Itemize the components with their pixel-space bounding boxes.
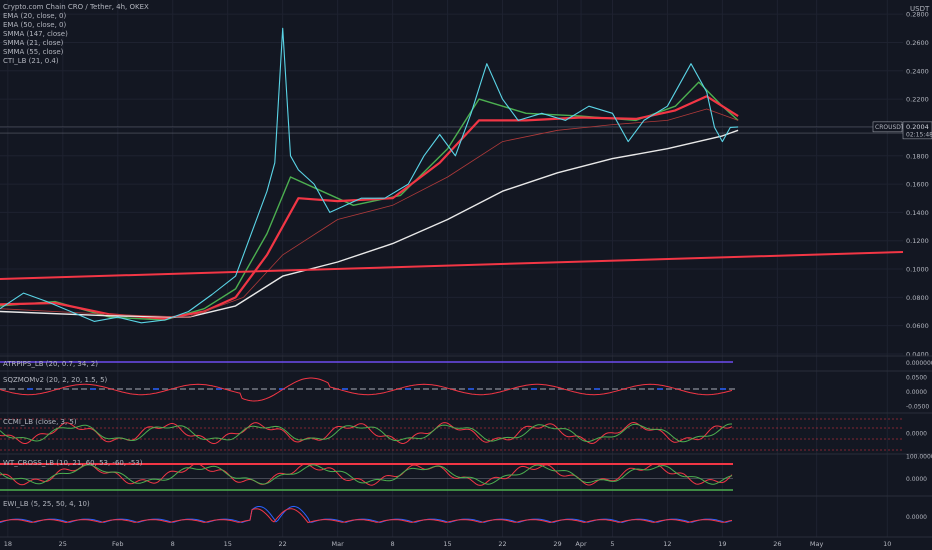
- pane-tick-label: 0.0000: [906, 389, 927, 396]
- pane-tick-label: 0.0500: [906, 375, 927, 382]
- series-line: [0, 251, 904, 280]
- indicator-panes: 0.000000 0.0500 0.0000 -0.0500 0.0000 100.000…: [0, 355, 932, 524]
- last-price-tag: [902, 121, 932, 140]
- y-tick-label: 0.2600: [906, 39, 929, 47]
- y-tick-label: 0.2400: [906, 67, 929, 75]
- x-tick-label: 22: [498, 540, 506, 548]
- chart-title: Crypto.com Chain CRO / Tether, 4h, OKEX: [3, 3, 149, 11]
- y-tick-label: 0.1000: [906, 266, 929, 274]
- x-tick-label: Mar: [332, 540, 345, 548]
- last-price: 0.2004: [906, 123, 929, 131]
- series-line: [0, 95, 739, 320]
- series-line: [0, 27, 739, 324]
- y-tick-label: 0.0400: [906, 351, 929, 359]
- y-tick-label: 0.1600: [906, 181, 929, 189]
- time-axis: 18 25 Feb 8 15 22 Mar 8 15 22 29 Apr 5 12 19 26 May 10: [0, 536, 932, 548]
- x-tick-label: Apr: [575, 540, 587, 548]
- y-tick-label: 0.1200: [906, 237, 929, 245]
- legend-item[interactable]: SMMA (55, close): [3, 48, 64, 56]
- legend-item[interactable]: CTI_LB (21, 0.4): [3, 57, 59, 65]
- x-tick-label: 19: [718, 540, 726, 548]
- ewi-pane-title: EWI_LB (5, 25, 50, 4, 10): [3, 500, 90, 508]
- pane-tick-label: 0.0000: [906, 431, 927, 438]
- x-tick-label: 15: [443, 540, 451, 548]
- x-tick-label: 10: [883, 540, 891, 548]
- y-tick-label: 0.1400: [906, 209, 929, 217]
- currency-label: USDT: [910, 5, 930, 13]
- price-axis: USDT0.28000.26000.24000.22000.20000.1800…: [906, 5, 930, 359]
- y-tick-label: 0.2200: [906, 96, 929, 104]
- wt-pane-title: WT_CROSS_LB (10, 21, 60, 53, -60, -53): [3, 459, 143, 467]
- price-series: [0, 27, 739, 324]
- series-line: [0, 129, 739, 318]
- bar-countdown: 02:15:48: [906, 131, 932, 138]
- legend-item[interactable]: EMA (20, close, 0): [3, 12, 67, 20]
- pane-tick-label: 0.0000: [906, 514, 927, 521]
- legend-item[interactable]: SMMA (21, close): [3, 39, 64, 47]
- pane-tick-label: 0.0000: [906, 476, 927, 483]
- chart-legend: Crypto.com Chain CRO / Tether, 4h, OKEX …: [3, 3, 149, 66]
- x-tick-label: 8: [391, 540, 395, 548]
- x-tick-label: 26: [773, 540, 781, 548]
- x-tick-label: 12: [663, 540, 671, 548]
- x-tick-label: May: [810, 540, 824, 548]
- symbol-tag: [872, 121, 903, 133]
- grid: [0, 0, 903, 537]
- legend-item[interactable]: EMA (50, close, 0): [3, 21, 67, 29]
- oscillator-line: [0, 377, 733, 402]
- series-line: [0, 108, 739, 318]
- x-tick-label: Feb: [112, 540, 124, 548]
- pane-tick-label: 100.0000: [906, 454, 932, 461]
- oscillator-line: [0, 464, 733, 485]
- ccmi-pane-title: CCMI_LB (close, 3, 5): [3, 418, 77, 426]
- oscillator-line: [0, 505, 733, 524]
- y-tick-label: 0.1800: [906, 152, 929, 160]
- x-tick-label: 22: [279, 540, 287, 548]
- x-tick-label: 18: [4, 540, 12, 548]
- x-tick-label: 15: [224, 540, 232, 548]
- x-tick-label: 5: [610, 540, 614, 548]
- pane-tick-label: -0.0500: [906, 404, 929, 411]
- sqz-pane-title: SQZMOMv2 (20, 2, 20, 1.5, 5): [3, 376, 108, 384]
- symbol-label: CROUSDT: [875, 124, 905, 131]
- atr-pane-title: ATRPIPS_LB (20, 0.7, 34, 2): [3, 360, 98, 368]
- x-tick-label: 8: [171, 540, 175, 548]
- series-group: [0, 81, 904, 321]
- pane-axis-label: 0.000000: [906, 360, 932, 367]
- oscillator-line: [0, 508, 733, 524]
- x-tick-label: 25: [59, 540, 67, 548]
- y-tick-label: 0.2800: [906, 11, 929, 19]
- oscillator-line: [0, 423, 732, 443]
- legend-item[interactable]: SMMA (147, close): [3, 30, 68, 38]
- x-tick-label: 29: [553, 540, 561, 548]
- y-tick-label: 0.0600: [906, 322, 929, 330]
- y-tick-label: 0.0800: [906, 294, 929, 302]
